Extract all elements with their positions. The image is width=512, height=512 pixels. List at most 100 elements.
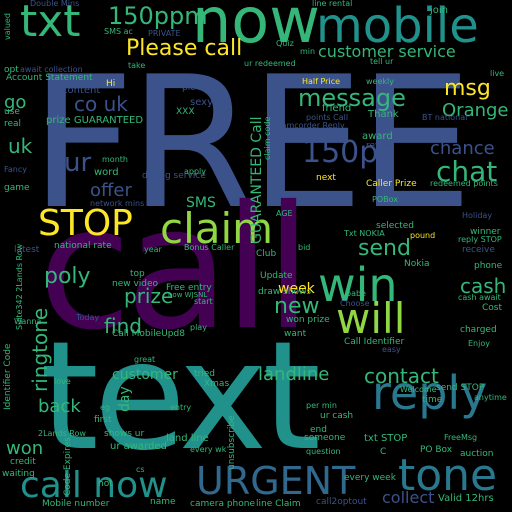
word-co-uk: co uk bbox=[74, 92, 128, 116]
word-collect: collect bbox=[382, 488, 435, 507]
word-opt: opt bbox=[4, 65, 19, 75]
word-network-mins: network mins bbox=[90, 199, 145, 208]
word-entry: entry bbox=[170, 403, 192, 412]
word-sms: SMS bbox=[186, 195, 216, 211]
word-code-expires: Code Expires bbox=[63, 437, 73, 496]
word-cash: cash bbox=[460, 274, 507, 298]
word-freemsg: FreeMsg bbox=[444, 433, 478, 442]
word-dating-service: dating service bbox=[142, 171, 206, 181]
word-thank: Thank bbox=[368, 109, 399, 120]
word-win: win bbox=[318, 258, 398, 312]
word-camcorder-reply: Camcorder Reply bbox=[276, 121, 345, 130]
word-offer: offer bbox=[90, 180, 132, 201]
word-charged: charged bbox=[460, 325, 497, 335]
word-unsubscribe: unsubscribe bbox=[227, 415, 237, 470]
word-award: award bbox=[362, 131, 393, 142]
word-pound: pound bbox=[410, 231, 436, 240]
word-new: new bbox=[274, 294, 320, 319]
word-guaranteed-call: GUARANTEED Call bbox=[249, 116, 265, 245]
word-live: live bbox=[490, 69, 505, 78]
word-landline: landline bbox=[258, 364, 330, 385]
word-phone: phone bbox=[474, 261, 503, 271]
word-orange: Orange bbox=[442, 100, 509, 121]
word-every-wk: every wk bbox=[190, 445, 227, 454]
word-day: day bbox=[117, 386, 133, 412]
word-tone: tone bbox=[398, 450, 498, 501]
word-land-line: land line bbox=[166, 433, 209, 444]
word-call2optout: call2optout bbox=[316, 497, 367, 507]
word-won: won bbox=[6, 438, 44, 459]
word-reply: reply bbox=[372, 366, 488, 420]
word-mobile: mobile bbox=[316, 0, 479, 54]
word-find: find bbox=[104, 314, 142, 338]
word-free-entry: Free entry bbox=[166, 283, 212, 293]
word-today: Today bbox=[76, 313, 100, 322]
word-await-collection: await collection bbox=[20, 65, 83, 74]
word-hi: Hi bbox=[106, 79, 116, 89]
word-call: call bbox=[38, 170, 312, 368]
word-poly: poly bbox=[44, 264, 91, 289]
word-call-mobileupd8: Call MobileUpd8 bbox=[112, 329, 185, 339]
word-bonus-caller: Bonus Caller bbox=[184, 243, 235, 252]
word-wanna: Wanna bbox=[14, 317, 42, 326]
word-reveal: reveal bbox=[366, 141, 394, 151]
word-uk: uk bbox=[8, 134, 33, 158]
word-time: time bbox=[422, 395, 443, 405]
word-someone: someone bbox=[304, 433, 346, 443]
word-reply-stop: reply STOP bbox=[458, 235, 502, 244]
word-claim: claim bbox=[160, 204, 274, 253]
word-xmas: Xmas bbox=[204, 379, 230, 389]
word-sms-ac: SMS ac bbox=[104, 27, 133, 36]
word-bt-national: BT national bbox=[422, 113, 468, 122]
word-customer: customer bbox=[112, 367, 178, 383]
word-ur-cash: ur cash bbox=[320, 411, 354, 421]
word-holiday: Holiday bbox=[462, 211, 493, 220]
word-cost: Cost bbox=[482, 303, 503, 313]
word-now-wjsnl: now WJSNL bbox=[168, 291, 208, 299]
word-ur-awarded: ur awarded bbox=[110, 441, 167, 452]
word-urgent: URGENT bbox=[196, 459, 356, 503]
word-great: great bbox=[134, 355, 156, 364]
word-cash-await: cash await bbox=[458, 293, 501, 302]
word-new-video: new video bbox=[112, 279, 159, 289]
word-will: will bbox=[336, 294, 406, 343]
word-chat: chat bbox=[436, 155, 498, 188]
word-welcome: Welcome bbox=[400, 385, 437, 394]
word-back: back bbox=[38, 396, 81, 417]
word-auction: auction bbox=[460, 449, 494, 459]
word-join: join bbox=[430, 5, 449, 16]
word-anytime: anytime bbox=[474, 393, 507, 402]
word-c: C bbox=[380, 447, 387, 457]
word-150ppm: 150ppm bbox=[108, 2, 208, 30]
word-pic: pic bbox=[182, 83, 196, 93]
word-word: word bbox=[94, 167, 119, 178]
word-call-identifier: Call Identifier bbox=[344, 337, 405, 347]
word-message: message bbox=[298, 84, 406, 112]
word-send-stop: send STOP bbox=[436, 383, 485, 393]
word-name: name bbox=[150, 497, 176, 507]
word-text: text bbox=[40, 310, 321, 484]
word-now: now bbox=[192, 0, 320, 57]
word-won-prize: won prize bbox=[286, 315, 330, 325]
word-please-call: Please call bbox=[126, 36, 243, 61]
word-po-box: PO Box bbox=[420, 445, 453, 455]
word-eg: eg bbox=[100, 403, 110, 412]
word-bid: bid bbox=[298, 243, 311, 252]
word-prize-guaranteed: prize GUARANTEED bbox=[46, 115, 144, 126]
word-ur: ur bbox=[64, 148, 92, 178]
word-quiz: Quiz bbox=[276, 39, 294, 48]
word-claim-code: claim code bbox=[263, 116, 272, 160]
word-mobile-number: Mobile number bbox=[42, 499, 110, 509]
word-nokia: Nokia bbox=[404, 259, 430, 269]
word-contact: contact bbox=[364, 364, 439, 388]
word-txt-stop: txt STOP bbox=[364, 433, 408, 444]
word-xxx: XXX bbox=[176, 107, 195, 117]
word-double-mins: Double Mins bbox=[30, 0, 80, 8]
word-content: content bbox=[62, 85, 101, 96]
word-end: end bbox=[310, 425, 327, 435]
word-enjoy: Enjoy bbox=[468, 339, 490, 348]
word-play: play bbox=[190, 323, 207, 332]
word-selected: selected bbox=[376, 221, 414, 231]
word-stop: STOP bbox=[38, 203, 133, 244]
